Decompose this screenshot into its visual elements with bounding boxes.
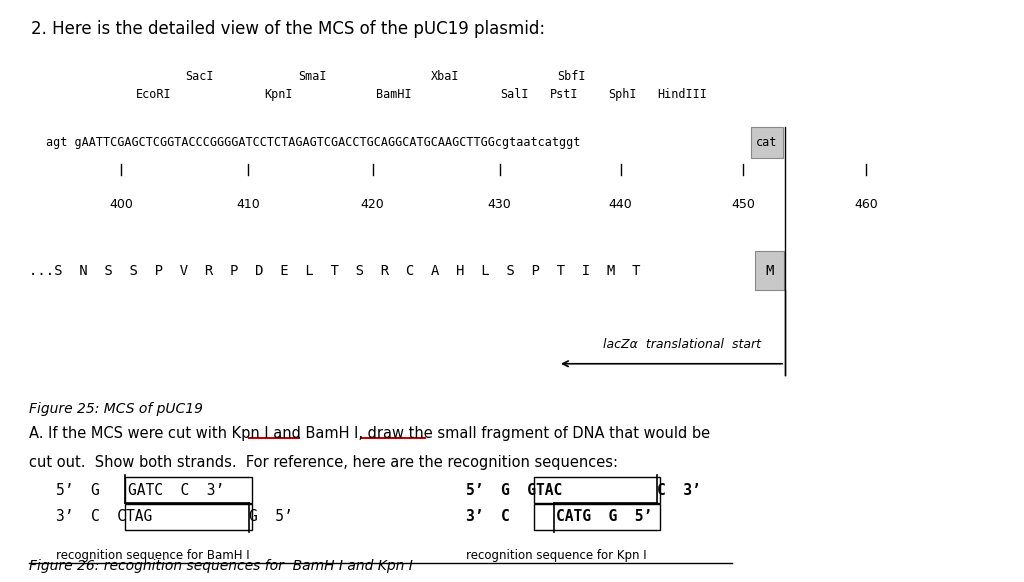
- Text: SbfI: SbfI: [557, 70, 586, 83]
- Bar: [534, 477, 660, 503]
- Text: ...S  N  S  S  P  V  R  P  D  E  L  T  S  R  C  A  H  L  S  P  T  I  M  T: ...S N S S P V R P D E L T S R C A H L S…: [29, 264, 640, 278]
- Text: SmaI: SmaI: [298, 70, 327, 83]
- Text: 3’  C  CTAG: 3’ C CTAG: [56, 509, 153, 524]
- Text: SacI: SacI: [185, 70, 214, 83]
- Text: 450: 450: [731, 198, 756, 211]
- Bar: [751, 127, 783, 158]
- Bar: [756, 251, 784, 290]
- Text: CATG  G  5’: CATG G 5’: [556, 509, 652, 524]
- Text: SphI: SphI: [608, 88, 637, 101]
- Text: 5’  G  GTAC: 5’ G GTAC: [466, 482, 562, 498]
- Bar: [125, 477, 252, 503]
- Text: C  3’: C 3’: [657, 482, 701, 498]
- Text: cat: cat: [756, 136, 777, 149]
- Text: 420: 420: [360, 198, 385, 211]
- Text: GATC  C  3’: GATC C 3’: [128, 482, 224, 498]
- Text: Figure 25: MCS of pUC19: Figure 25: MCS of pUC19: [29, 402, 203, 416]
- Text: agt gAATTCGAGCTCGGTACCCGGGGATCCTCTAGAGTCGACCTGCAGGCATGCAAGCTTGGcgtaatcatggt: agt gAATTCGAGCTCGGTACCCGGGGATCCTCTAGAGTC…: [46, 136, 581, 149]
- Text: 400: 400: [109, 198, 133, 211]
- Text: lacZα  translational  start: lacZα translational start: [603, 338, 761, 351]
- Text: 3’  C: 3’ C: [466, 509, 510, 524]
- Text: 460: 460: [854, 198, 879, 211]
- Text: 440: 440: [608, 198, 633, 211]
- Text: BamHI: BamHI: [377, 88, 412, 101]
- Text: recognition sequence for Kpn I: recognition sequence for Kpn I: [466, 549, 646, 562]
- Text: 5’  G: 5’ G: [56, 482, 100, 498]
- Text: 2. Here is the detailed view of the MCS of the pUC19 plasmid:: 2. Here is the detailed view of the MCS …: [31, 20, 545, 38]
- Bar: [125, 504, 252, 530]
- Text: 410: 410: [236, 198, 260, 211]
- Text: M: M: [766, 264, 774, 278]
- Text: 430: 430: [487, 198, 512, 211]
- Text: SalI: SalI: [500, 88, 528, 101]
- Text: cut out.  Show both strands.  For reference, here are the recognition sequences:: cut out. Show both strands. For referenc…: [29, 455, 617, 470]
- Text: HindIII: HindIII: [657, 88, 707, 101]
- Text: recognition sequence for BamH I: recognition sequence for BamH I: [56, 549, 250, 562]
- Text: A. If the MCS were cut with Kpn I and BamH I, draw the small fragment of DNA tha: A. If the MCS were cut with Kpn I and Ba…: [29, 426, 710, 441]
- Text: PstI: PstI: [550, 88, 579, 101]
- Text: G  5’: G 5’: [249, 509, 293, 524]
- Text: Figure 26: recognition sequences for  BamH I and Kpn I: Figure 26: recognition sequences for Bam…: [29, 559, 413, 573]
- Text: KpnI: KpnI: [264, 88, 293, 101]
- Bar: [534, 504, 660, 530]
- Text: XbaI: XbaI: [431, 70, 460, 83]
- Text: EcoRI: EcoRI: [136, 88, 171, 101]
